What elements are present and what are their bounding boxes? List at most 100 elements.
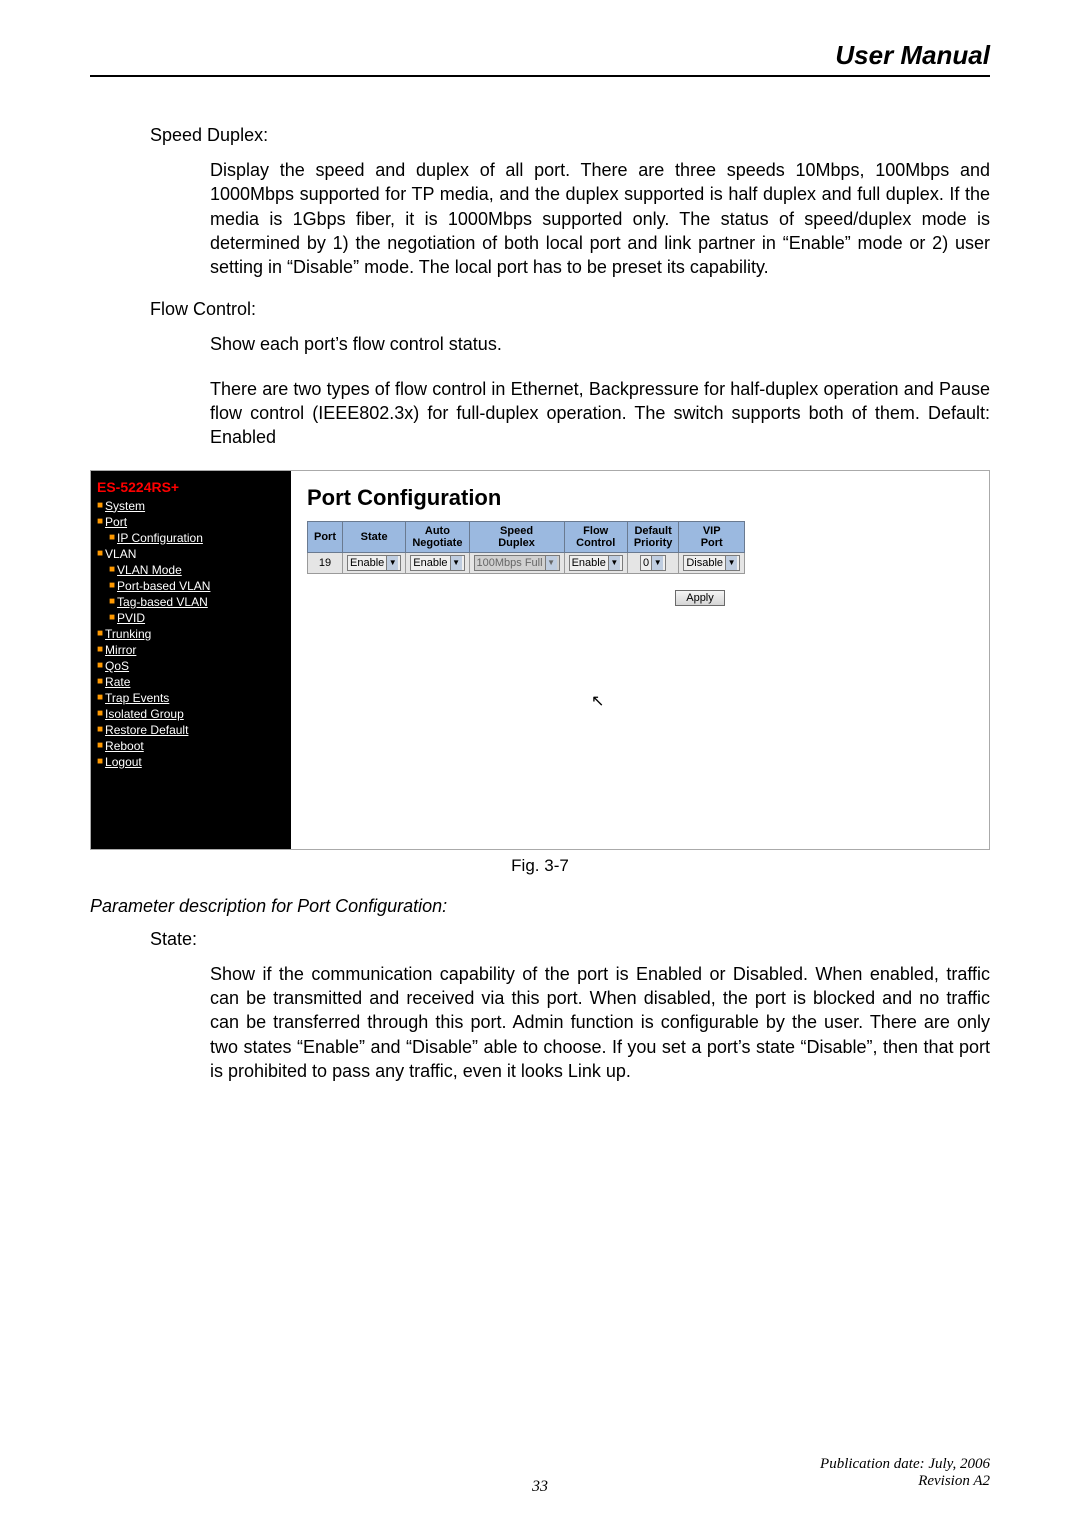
cell-vip-port: Disable▼ (679, 552, 745, 573)
sidebar-item-label: Rate (105, 675, 130, 689)
sidebar-item-label: VLAN (105, 547, 136, 561)
sidebar-item[interactable]: ■PVID (97, 611, 285, 625)
sidebar-item[interactable]: ■Port (97, 515, 285, 529)
product-name: ES-5224RS+ (97, 479, 285, 495)
bullet-icon: ■ (97, 548, 103, 559)
cell-port: 19 (308, 552, 343, 573)
sidebar-item[interactable]: ■Port-based VLAN (97, 579, 285, 593)
chevron-down-icon: ▼ (651, 556, 663, 570)
sidebar-item[interactable]: ■QoS (97, 659, 285, 673)
sidebar-item-label: PVID (117, 611, 145, 625)
parameter-description-heading: Parameter description for Port Configura… (90, 896, 990, 917)
table-header-cell: Port (308, 521, 343, 552)
bullet-icon: ■ (97, 756, 103, 767)
mouse-cursor-icon: ↖ (591, 691, 604, 711)
dropdown-value: 100Mbps Full (477, 557, 543, 569)
dropdown-value: 0 (643, 557, 649, 569)
chevron-down-icon: ▼ (386, 556, 398, 570)
sidebar-item[interactable]: ■Logout (97, 755, 285, 769)
bullet-icon: ■ (109, 580, 115, 591)
table-header-cell: FlowControl (564, 521, 627, 552)
chevron-down-icon: ▼ (608, 556, 620, 570)
chevron-down-icon: ▼ (725, 556, 737, 570)
content-title: Port Configuration (307, 485, 973, 511)
apply-button[interactable]: Apply (675, 590, 725, 606)
cell-default-priority: 0▼ (627, 552, 679, 573)
table-header-cell: VIPPort (679, 521, 745, 552)
sidebar-item[interactable]: ■Tag-based VLAN (97, 595, 285, 609)
bullet-icon: ■ (97, 692, 103, 703)
bullet-icon: ■ (97, 500, 103, 511)
table-header-cell: DefaultPriority (627, 521, 679, 552)
dropdown-value: Enable (413, 557, 447, 569)
page-header-title: User Manual (90, 40, 990, 77)
table-header-cell: State (343, 521, 406, 552)
port-config-table: PortStateAutoNegotiateSpeedDuplexFlowCon… (307, 521, 745, 574)
sidebar-item-label: Restore Default (105, 723, 188, 737)
sidebar-item-label: VLAN Mode (117, 563, 182, 577)
dropdown[interactable]: Enable▼ (347, 555, 401, 571)
sidebar-item[interactable]: ■Rate (97, 675, 285, 689)
table-row: 19Enable▼Enable▼100Mbps Full▼Enable▼0▼Di… (308, 552, 745, 573)
table-header-cell: AutoNegotiate (406, 521, 469, 552)
dropdown[interactable]: Enable▼ (569, 555, 623, 571)
bullet-icon: ■ (97, 708, 103, 719)
dropdown[interactable]: Disable▼ (683, 555, 740, 571)
sidebar-nav: ■System■Port■IP Configuration■VLAN■VLAN … (97, 499, 285, 769)
sidebar-item[interactable]: ■Reboot (97, 739, 285, 753)
sidebar-item-label: Trunking (105, 627, 151, 641)
bullet-icon: ■ (97, 724, 103, 735)
sidebar-item-label: Mirror (105, 643, 136, 657)
chevron-down-icon: ▼ (450, 556, 462, 570)
sidebar-item-label: Port (105, 515, 127, 529)
table-header-cell: SpeedDuplex (469, 521, 564, 552)
state-body: Show if the communication capability of … (210, 962, 990, 1083)
bullet-icon: ■ (109, 564, 115, 575)
table-header-row: PortStateAutoNegotiateSpeedDuplexFlowCon… (308, 521, 745, 552)
dropdown[interactable]: 0▼ (640, 555, 666, 571)
cell-auto-negotiate: Enable▼ (406, 552, 469, 573)
flow-control-body-1: Show each port’s flow control status. (210, 332, 990, 356)
sidebar-item[interactable]: ■Mirror (97, 643, 285, 657)
sidebar-item[interactable]: ■VLAN (97, 547, 285, 561)
sidebar-item-label: System (105, 499, 145, 513)
bullet-icon: ■ (109, 532, 115, 543)
sidebar-item-label: Tag-based VLAN (117, 595, 208, 609)
bullet-icon: ■ (109, 612, 115, 623)
bullet-icon: ■ (97, 644, 103, 655)
cell-speed-duplex: 100Mbps Full▼ (469, 552, 564, 573)
state-label: State: (150, 929, 990, 950)
sidebar-item-label: QoS (105, 659, 129, 673)
dropdown[interactable]: Enable▼ (410, 555, 464, 571)
dropdown: 100Mbps Full▼ (474, 555, 560, 571)
cell-state: Enable▼ (343, 552, 406, 573)
sidebar-item[interactable]: ■IP Configuration (97, 531, 285, 545)
page-number: 33 (0, 1478, 1080, 1496)
flow-control-body-2: There are two types of flow control in E… (210, 377, 990, 450)
sidebar-item[interactable]: ■System (97, 499, 285, 513)
bullet-icon: ■ (97, 516, 103, 527)
sidebar-item-label: Logout (105, 755, 142, 769)
sidebar-item[interactable]: ■Trap Events (97, 691, 285, 705)
bullet-icon: ■ (97, 676, 103, 687)
bullet-icon: ■ (97, 628, 103, 639)
dropdown-value: Disable (686, 557, 723, 569)
sidebar-item[interactable]: ■Restore Default (97, 723, 285, 737)
cell-flow-control: Enable▼ (564, 552, 627, 573)
sidebar-item[interactable]: ■VLAN Mode (97, 563, 285, 577)
sidebar-item-label: Trap Events (105, 691, 169, 705)
sidebar-item-label: Reboot (105, 739, 144, 753)
figure-caption: Fig. 3-7 (90, 856, 990, 876)
sidebar-item[interactable]: ■Isolated Group (97, 707, 285, 721)
chevron-down-icon: ▼ (545, 556, 557, 570)
sidebar-item[interactable]: ■Trunking (97, 627, 285, 641)
sidebar-item-label: IP Configuration (117, 531, 203, 545)
sidebar-item-label: Port-based VLAN (117, 579, 210, 593)
flow-control-label: Flow Control: (150, 299, 990, 320)
sidebar-item-label: Isolated Group (105, 707, 184, 721)
bullet-icon: ■ (97, 660, 103, 671)
speed-duplex-label: Speed Duplex: (150, 125, 990, 146)
dropdown-value: Enable (572, 557, 606, 569)
footer-pubdate: Publication date: July, 2006 (820, 1456, 990, 1473)
speed-duplex-body: Display the speed and duplex of all port… (210, 158, 990, 279)
